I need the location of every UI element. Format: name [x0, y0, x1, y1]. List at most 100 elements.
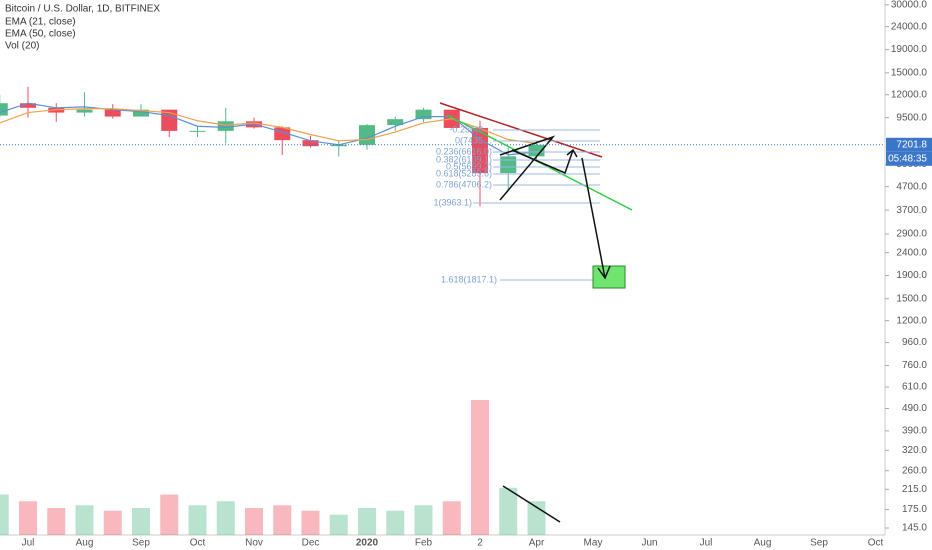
- y-tick-label: 2900.0: [896, 229, 927, 240]
- candle-body: [359, 125, 375, 145]
- arrows: [499, 135, 611, 523]
- volume-bar: [273, 505, 292, 535]
- arrowhead: [597, 265, 611, 280]
- triangle: [499, 135, 556, 201]
- ema-line: [0, 108, 537, 145]
- volume-bar: [47, 508, 66, 535]
- last-price-box: [886, 137, 932, 152]
- fib-label: 0.382(6109.1): [436, 154, 492, 164]
- y-tick-label: 145.0: [902, 523, 927, 534]
- fib-label: 1.618(1817.1): [441, 274, 497, 284]
- candle-body: [20, 103, 36, 108]
- candle-body: [189, 130, 206, 132]
- candle-body: [415, 109, 432, 120]
- fib-label: 0.5(5699.2): [446, 161, 492, 171]
- volume-bar: [442, 501, 461, 535]
- y-tick-label: 12000.0: [891, 89, 928, 100]
- candle-body: [104, 109, 121, 117]
- y-tick-label: 260.0: [902, 465, 927, 476]
- y-tick-label: 490.0: [902, 403, 927, 414]
- volume-bar: [160, 494, 179, 535]
- y-tick-label: 2400.0: [896, 247, 927, 258]
- countdown-box: [886, 151, 932, 166]
- volume-bar: [358, 508, 376, 535]
- candle-body: [302, 140, 319, 147]
- volume-trendline: [502, 485, 561, 523]
- arrowhead: [566, 148, 578, 158]
- x-tick-label: Jul: [22, 538, 35, 549]
- x-tick-label: Dec: [302, 538, 320, 549]
- y-tick-label: 3700.0: [896, 205, 927, 216]
- x-tick-label: Nov: [245, 538, 263, 549]
- path-arrow: [511, 149, 574, 175]
- y-tick-label: 215.0: [902, 484, 927, 495]
- volume-bar: [499, 487, 518, 535]
- y-tick-label: 320.0: [902, 445, 927, 456]
- candle-body: [330, 144, 347, 147]
- volume-bar: [414, 505, 433, 535]
- volume-bar: [19, 501, 37, 535]
- x-tick-label: Sep: [132, 538, 150, 549]
- x-tick-label: Sep: [810, 538, 828, 549]
- y-tick-label: 1500.0: [896, 293, 927, 304]
- y-tick-label: 1200.0: [896, 315, 927, 326]
- fib-label: 0.786(4706.2): [436, 179, 492, 189]
- volume-bar: [245, 508, 263, 535]
- countdown: 05:48:35: [888, 153, 927, 164]
- volume-bar: [75, 505, 94, 535]
- last-price-label: 7201.8: [896, 139, 927, 150]
- drawings: -0.236(8… 0(7435… 0.236(6616.0) 0.382(61…: [433, 102, 633, 523]
- fib-label: 0.236(6616.0): [436, 146, 492, 156]
- path-arrow: [581, 157, 606, 279]
- x-tick-label: Oct: [868, 538, 884, 549]
- candle-body: [500, 156, 517, 174]
- x-tick-label: Jul: [700, 538, 713, 549]
- x-tick-label: May: [584, 538, 603, 549]
- x-tick-label: Aug: [754, 538, 772, 549]
- volume-bar: [132, 508, 150, 535]
- x-tick-label: Feb: [415, 538, 433, 549]
- y-tick-label: 9500.0: [896, 112, 927, 123]
- fib-label: 1(3963.1): [433, 197, 472, 207]
- x-tick-label: Apr: [529, 538, 545, 549]
- y-tick-label: 30000.0: [891, 0, 928, 10]
- candle-body: [472, 127, 488, 174]
- y-tick-label: 24000.0: [891, 21, 928, 32]
- indicator: EMA (21, close): [5, 17, 76, 28]
- series-layer: [0, 86, 546, 535]
- volume-bar: [0, 494, 9, 535]
- x-tick-label: Aug: [76, 538, 94, 549]
- volume-bar: [216, 501, 235, 535]
- y-tick-label: 610.0: [902, 382, 927, 393]
- x-tick-label: Oct: [190, 538, 206, 549]
- volume-bar: [471, 400, 489, 535]
- x-tick-label: 2020: [356, 538, 379, 549]
- candle-body: [0, 103, 8, 116]
- y-tick-label: 760.0: [902, 360, 927, 371]
- candle-body: [76, 109, 93, 113]
- y-tick-label: 960.0: [902, 337, 927, 348]
- y-tick-label: 1900.0: [896, 270, 927, 281]
- volume-bar: [329, 514, 348, 535]
- volume-bar: [301, 510, 320, 535]
- volume-bar: [188, 505, 207, 535]
- candle-body: [387, 119, 404, 126]
- indicator: Vol (20): [5, 41, 39, 52]
- x-tick-label: Jun: [641, 538, 657, 549]
- volume-bar: [103, 510, 122, 535]
- fib-label: 0(7435…: [455, 135, 492, 145]
- candle-body: [528, 144, 545, 157]
- y-tick-label: 15000.0: [891, 67, 928, 78]
- y-tick-label: 4700.0: [896, 181, 927, 192]
- indicator: EMA (50, close): [5, 29, 76, 40]
- volume-bar: [386, 510, 405, 535]
- y-tick-label: 19000.0: [891, 44, 928, 55]
- x-tick-label: 2: [477, 538, 483, 549]
- fib-label: 0.618(5289.6): [436, 168, 492, 178]
- y-tick-label: 175.0: [902, 504, 927, 515]
- candle-body: [217, 121, 234, 131]
- fib-label: -0.236(8…: [449, 124, 492, 134]
- candle-body: [133, 109, 149, 117]
